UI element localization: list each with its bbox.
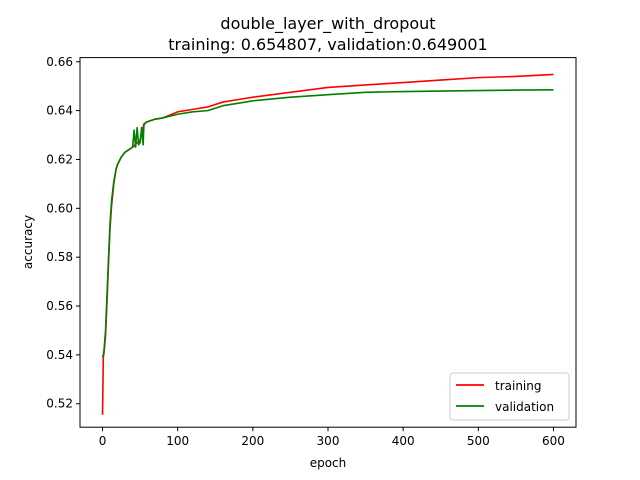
- series-line-validation: [101, 89, 554, 358]
- x-tick-label: 100: [166, 434, 189, 448]
- y-axis-ticks: 0.52 0.54 0.56 0.58 0.60 0.62 0.64 0.66: [46, 55, 80, 411]
- x-tick-label: 200: [241, 434, 264, 448]
- y-tick-label: 0.64: [46, 104, 73, 118]
- legend-label-training: training: [495, 379, 542, 393]
- series-line-training: [101, 73, 554, 415]
- chart-title: double_layer_with_dropout: [220, 14, 435, 34]
- y-tick-label: 0.56: [46, 299, 73, 313]
- y-axis-label: accuracy: [21, 215, 35, 269]
- x-tick-label: 0: [99, 434, 107, 448]
- y-tick-label: 0.54: [46, 348, 73, 362]
- legend-label-validation: validation: [495, 400, 554, 414]
- plot-frame: [79, 57, 577, 428]
- y-tick-label: 0.52: [46, 397, 73, 411]
- series-layer: [101, 73, 554, 415]
- y-tick-label: 0.66: [46, 55, 73, 69]
- y-tick-label: 0.58: [46, 250, 73, 264]
- x-tick-label: 600: [542, 434, 565, 448]
- x-axis-label: epoch: [310, 456, 347, 470]
- y-tick-label: 0.62: [46, 152, 73, 166]
- x-tick-label: 500: [467, 434, 490, 448]
- x-axis-ticks: 0 100 200 300 400 500 600: [99, 427, 565, 448]
- chart-subtitle: training: 0.654807, validation:0.649001: [168, 35, 487, 54]
- legend: training validation: [449, 372, 570, 421]
- y-tick-label: 0.60: [46, 201, 73, 215]
- x-tick-label: 400: [392, 434, 415, 448]
- x-tick-label: 300: [317, 434, 340, 448]
